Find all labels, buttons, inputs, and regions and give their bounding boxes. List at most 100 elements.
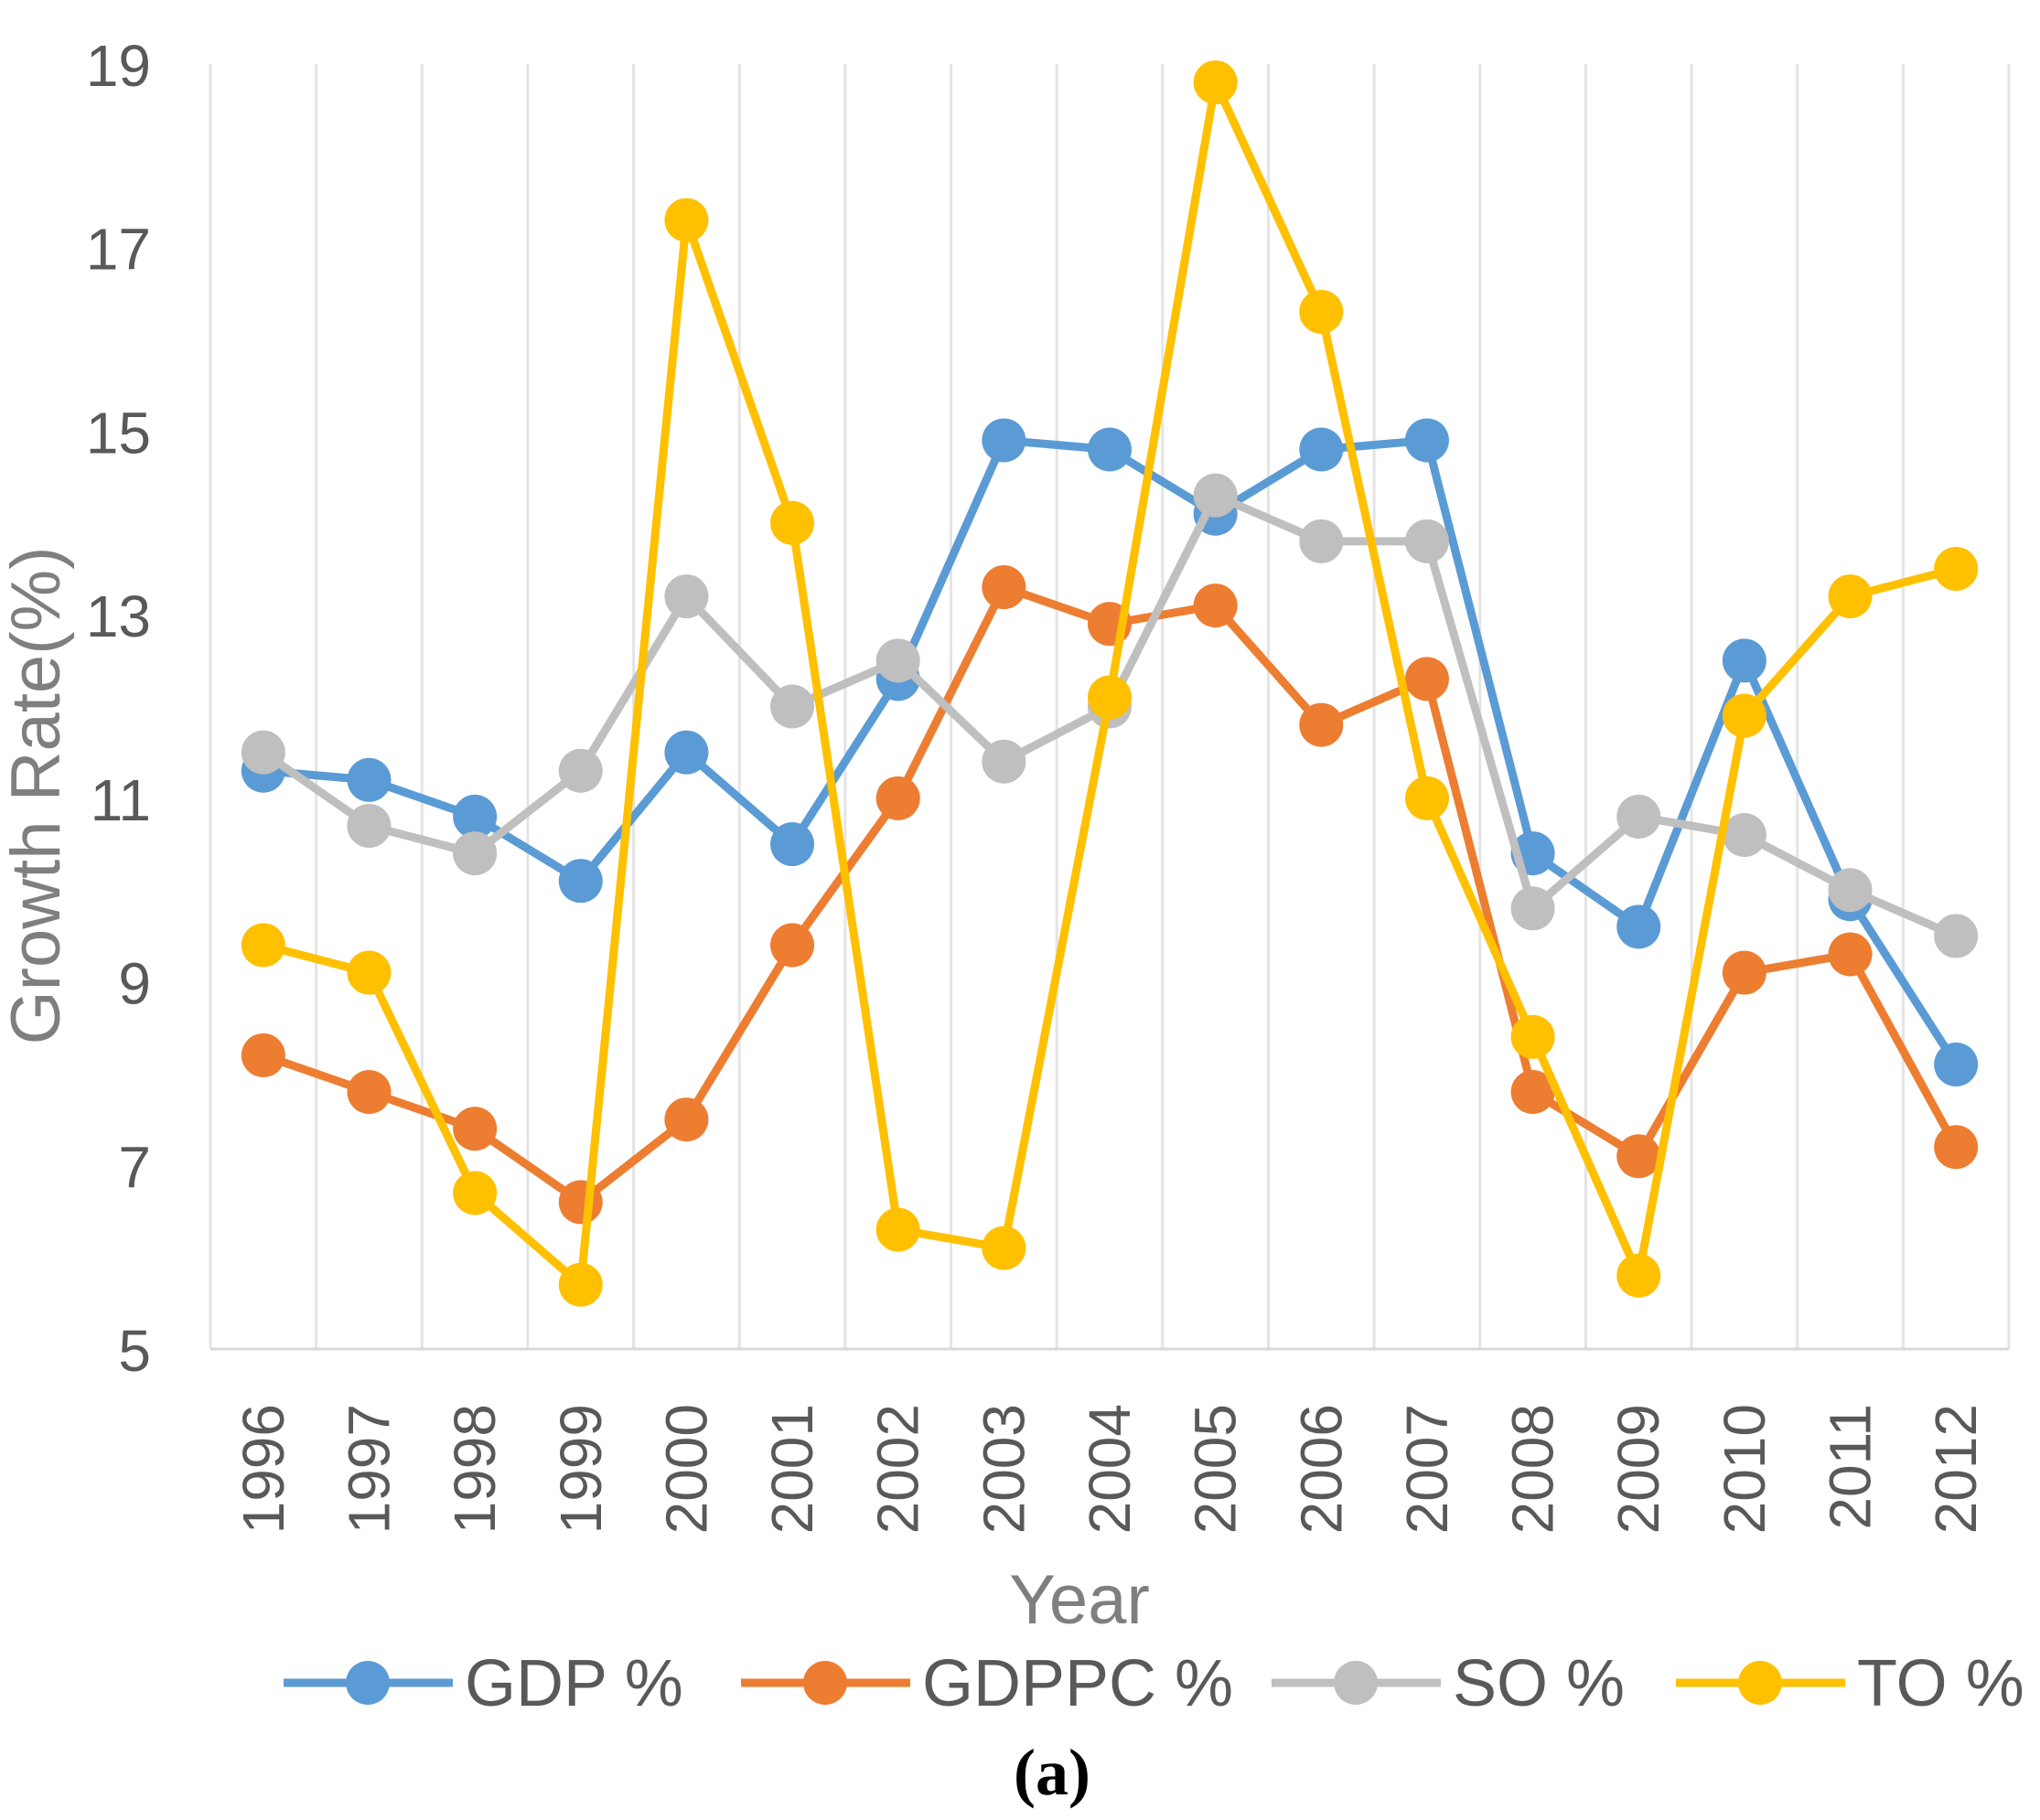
data-point-gdp <box>982 418 1026 463</box>
legend-swatch-marker <box>803 1661 847 1705</box>
x-tick-label: 2006 <box>1288 1404 1354 1534</box>
data-point-to <box>453 1171 498 1215</box>
data-point-so <box>1404 519 1449 563</box>
legend-entry-gdp: GDP % <box>284 1647 683 1720</box>
data-point-gdp <box>664 730 709 775</box>
legend-swatch-marker <box>1334 1661 1378 1705</box>
legend-entry-to: TO % <box>1676 1647 2024 1720</box>
data-point-gdppc <box>1934 1125 1979 1170</box>
x-axis-title: Year <box>1009 1561 1150 1639</box>
x-tick-label: 2009 <box>1605 1404 1671 1534</box>
data-point-to <box>664 198 709 242</box>
data-point-so <box>1722 813 1766 857</box>
data-point-so <box>982 739 1026 784</box>
legend: GDP % GDPPC % SO % TO % <box>284 1647 2024 1720</box>
data-point-gdp <box>1722 638 1766 683</box>
y-tick-label: 11 <box>91 767 151 833</box>
data-point-so <box>664 574 709 619</box>
y-tick-label: 15 <box>86 400 151 466</box>
data-point-gdppc <box>875 776 920 820</box>
data-point-so <box>1934 914 1979 958</box>
y-tick-label: 9 <box>118 951 151 1017</box>
data-point-to <box>1510 1014 1555 1059</box>
data-series <box>241 60 1979 1307</box>
y-tick-label: 19 <box>86 33 151 99</box>
x-tick-label: 2003 <box>971 1404 1036 1534</box>
y-axis-title: Growth Rate(%) <box>0 547 75 1045</box>
y-tick-label: 17 <box>86 217 151 283</box>
x-tick-label: 2004 <box>1077 1404 1143 1534</box>
data-point-so <box>1616 794 1661 839</box>
data-point-gdppc <box>770 923 815 968</box>
x-tick-label: 2012 <box>1923 1404 1989 1534</box>
data-point-gdp <box>347 757 392 802</box>
data-point-gdppc <box>982 565 1026 610</box>
data-point-gdp <box>1299 427 1344 472</box>
data-point-gdppc <box>1828 932 1873 977</box>
data-point-gdppc <box>1510 1070 1555 1114</box>
data-point-so <box>558 748 603 793</box>
data-point-gdp <box>770 822 815 867</box>
vertical-gridlines <box>209 64 2011 1349</box>
x-tick-label: 2000 <box>653 1404 719 1534</box>
data-point-so <box>1510 886 1555 931</box>
data-point-to <box>1934 546 1979 591</box>
data-point-so <box>1828 868 1873 913</box>
x-tick-label: 2008 <box>1500 1404 1566 1534</box>
series-line-gdp <box>259 435 1960 1069</box>
x-tick-label: 1998 <box>442 1404 508 1534</box>
data-point-to <box>1616 1253 1661 1298</box>
data-point-to <box>875 1207 920 1252</box>
legend-swatch-marker <box>346 1661 390 1705</box>
x-tick-label: 2010 <box>1712 1404 1777 1534</box>
legend-entry-gdppc: GDPPC % <box>741 1647 1233 1720</box>
x-tick-label: 2011 <box>1818 1404 1884 1530</box>
data-point-to <box>1193 60 1238 105</box>
legend-label: TO % <box>1857 1647 2024 1720</box>
data-point-gdppc <box>1299 702 1344 747</box>
data-point-gdppc <box>558 1180 603 1225</box>
data-point-to <box>1722 693 1766 738</box>
series-gdp <box>241 418 1979 1087</box>
x-axis-tick-labels: 1996 1997 1998 1999 2000 2001 2002 2003 2004 2005… <box>231 1404 1989 1534</box>
x-tick-label: 2002 <box>865 1404 931 1534</box>
series-gdppc <box>241 565 1979 1225</box>
data-point-gdp <box>558 859 603 904</box>
y-axis-tick-labels: 5 7 9 11 13 15 17 19 <box>86 33 151 1384</box>
data-point-so <box>1193 473 1238 518</box>
data-point-to <box>1404 776 1449 820</box>
data-point-gdppc <box>1722 950 1766 995</box>
series-to <box>241 60 1979 1307</box>
x-tick-label: 1999 <box>548 1404 614 1534</box>
data-point-to <box>1299 289 1344 334</box>
data-point-so <box>1299 519 1344 563</box>
data-point-so <box>770 684 815 729</box>
data-point-to <box>982 1226 1026 1270</box>
data-point-to <box>558 1262 603 1307</box>
data-point-gdppc <box>1193 583 1238 628</box>
figure-caption: (a) <box>1014 1736 1090 1809</box>
x-tick-label: 2001 <box>759 1404 825 1534</box>
data-point-gdppc <box>664 1097 709 1142</box>
data-point-gdppc <box>1616 1134 1661 1179</box>
data-point-to <box>1828 574 1873 619</box>
data-point-so <box>875 638 920 683</box>
x-tick-label: 1997 <box>336 1404 402 1534</box>
data-point-gdppc <box>1404 657 1449 701</box>
x-tick-label: 1996 <box>231 1404 296 1534</box>
x-tick-label: 2007 <box>1394 1404 1460 1534</box>
y-tick-label: 7 <box>118 1134 151 1200</box>
data-point-so <box>347 803 392 848</box>
legend-label: GDP % <box>465 1647 683 1720</box>
data-point-to <box>770 500 815 545</box>
data-point-gdppc <box>347 1070 392 1114</box>
data-point-gdp <box>1404 418 1449 463</box>
legend-entry-so: SO % <box>1272 1647 1625 1720</box>
data-point-gdppc <box>453 1107 498 1151</box>
data-point-so <box>453 831 498 876</box>
data-point-gdp <box>1616 905 1661 949</box>
data-point-gdp <box>453 794 498 839</box>
data-point-gdppc <box>241 1033 285 1077</box>
legend-label: GDPPC % <box>922 1647 1233 1720</box>
